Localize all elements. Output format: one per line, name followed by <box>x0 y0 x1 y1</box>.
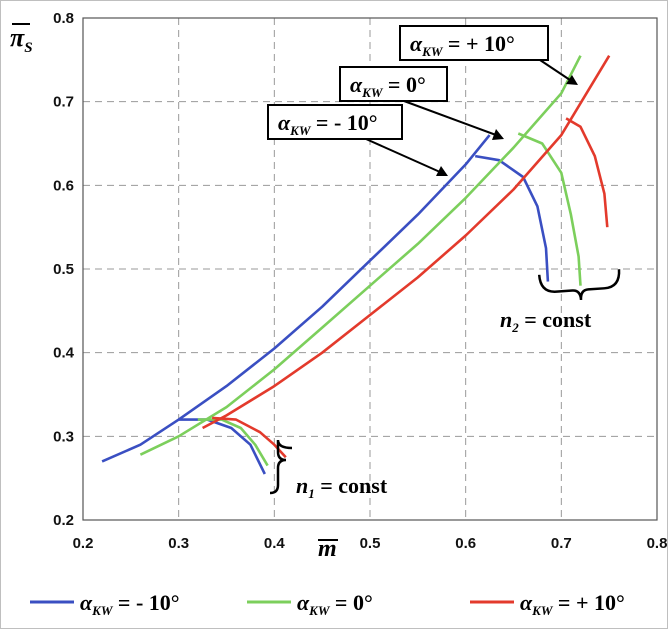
x-axis-label: m <box>318 536 337 562</box>
annotation-arrow <box>365 138 441 173</box>
x-tick-label: 0.2 <box>73 535 94 552</box>
annotation-arrowhead <box>566 75 578 85</box>
y-axis-ticks: 0.2 0.3 0.4 0.5 0.6 0.7 0.8 <box>53 10 75 529</box>
x-tick-label: 0.3 <box>168 535 189 552</box>
annotation-arrow <box>403 100 497 136</box>
bracket <box>269 439 293 495</box>
series-line-zero <box>139 55 582 456</box>
x-tick-label: 0.7 <box>551 535 572 552</box>
y-tick-label: 0.5 <box>53 261 74 278</box>
annotation-arrowhead <box>492 129 504 140</box>
y-axis-label: πS <box>10 23 33 56</box>
y-tick-label: 0.8 <box>53 10 74 27</box>
bracket <box>537 269 621 301</box>
speedline-minus10-n2 <box>474 154 550 282</box>
series-line-minus10 <box>101 134 491 463</box>
legend-item-minus10: αKW = - 10° <box>30 590 180 618</box>
x-tick-label: 0.8 <box>647 535 668 552</box>
annotation-text: αKW = + 10° <box>410 31 515 59</box>
speedline-label-text: n2 = const <box>500 307 592 335</box>
annotation-text: αKW = 0° <box>350 72 426 100</box>
speedline-label-n1: n1 = const <box>269 439 388 501</box>
speedline-zero-n2 <box>517 132 582 286</box>
series-group <box>101 55 611 475</box>
x-tick-label: 0.4 <box>264 535 286 552</box>
x-tick-label: 0.5 <box>360 535 381 552</box>
x-tick-label: 0.6 <box>455 535 476 552</box>
x-axis-ticks: 0.2 0.3 0.4 0.5 0.6 0.7 0.8 <box>73 535 668 552</box>
annotation-zero: αKW = 0° <box>339 66 504 140</box>
legend-item-plus10: αKW = + 10° <box>470 590 625 618</box>
annotation-arrow <box>539 59 571 81</box>
speedline-label-n2: n2 = const <box>500 269 621 335</box>
speedline-plus10-n2 <box>565 117 609 228</box>
legend-label: αKW = + 10° <box>520 590 625 618</box>
legend-label: αKW = - 10° <box>80 590 180 618</box>
y-tick-label: 0.6 <box>53 177 74 194</box>
annotation-box <box>267 104 403 140</box>
series-line-plus10 <box>201 55 611 430</box>
annotation-text: αKW = - 10° <box>278 110 378 138</box>
y-tick-label: 0.2 <box>53 512 74 529</box>
annotation-arrowhead <box>436 166 448 176</box>
annotation-plus10: αKW = + 10° <box>399 25 578 85</box>
y-tick-label: 0.3 <box>53 428 74 445</box>
legend-item-zero: αKW = 0° <box>247 590 373 618</box>
legend-label: αKW = 0° <box>297 590 373 618</box>
speedline-label-text: n1 = const <box>296 473 388 501</box>
annotation-box <box>399 25 549 61</box>
legend: αKW = - 10° αKW = 0° αKW = + 10° <box>30 590 625 618</box>
y-tick-label: 0.7 <box>53 94 74 111</box>
annotation-minus10: αKW = - 10° <box>267 104 448 176</box>
annotation-box <box>339 66 448 102</box>
y-tick-label: 0.4 <box>53 345 75 362</box>
plot-area <box>82 17 658 521</box>
speedline-zero-n1 <box>197 418 269 467</box>
